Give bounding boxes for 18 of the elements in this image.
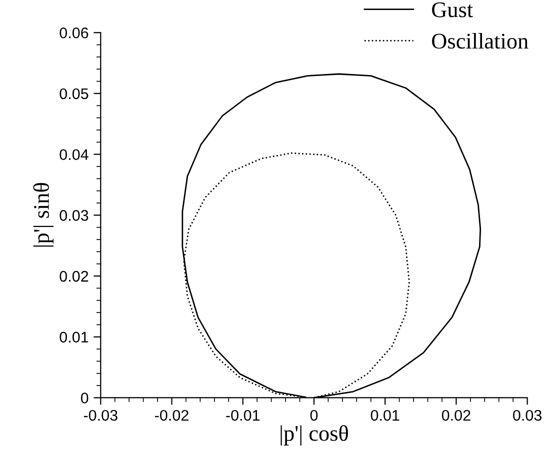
x-axis-title: |p'| cosθ [280,425,348,446]
legend-label: Gust [432,2,473,18]
y-tick-label: 0.04 [60,149,88,160]
y-tick-label: 0.01 [60,332,88,343]
x-tick-label: -0.03 [84,410,118,421]
y-tick-label: 0.02 [60,270,88,282]
x-tick-label: -0.01 [226,410,260,421]
y-axis-title: |p'| sinθ [33,183,54,247]
x-tick-label: -0.02 [155,410,188,421]
x-tick-label: 0.01 [370,410,400,421]
x-tick-label: 0.03 [513,410,542,421]
y-tick-label: 0.05 [60,88,88,100]
y-tick-label: 0.03 [60,210,88,221]
y-tick-label: 0 [80,392,88,404]
x-tick-label: 0.02 [442,410,470,421]
x-tick-label: 0 [310,410,318,421]
legend-label: Oscillation [432,33,528,49]
y-tick-label: 0.06 [60,27,88,38]
